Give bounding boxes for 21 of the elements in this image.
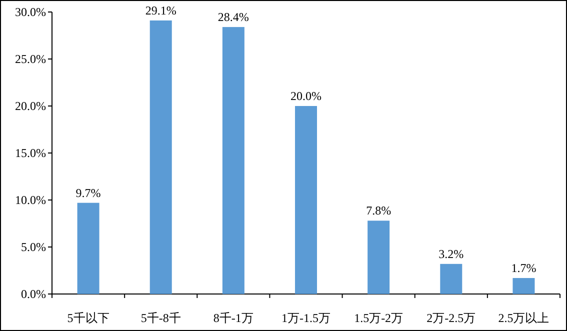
data-label: 20.0% xyxy=(290,89,322,103)
y-tick-label: 20.0% xyxy=(15,99,46,113)
data-label: 7.8% xyxy=(366,204,392,218)
data-label: 9.7% xyxy=(76,186,101,200)
x-tick-label: 5千-8千 xyxy=(140,311,181,325)
x-tick-label: 2.5万以上 xyxy=(498,311,550,325)
x-tick-label: 1.5万-2万 xyxy=(354,311,404,325)
y-tick-label: 5.0% xyxy=(21,240,46,254)
data-label: 29.1% xyxy=(145,3,176,18)
y-tick-label: 15.0% xyxy=(15,146,46,160)
x-tick-label: 1万-1.5万 xyxy=(282,311,330,325)
x-tick-label: 8千-1万 xyxy=(213,311,254,325)
data-label: 1.7% xyxy=(511,261,536,276)
y-tick-label: 30.0% xyxy=(15,5,46,19)
x-tick-label: 5千以下 xyxy=(67,311,110,325)
data-label: 3.2% xyxy=(438,246,464,261)
y-tick-label: 10.0% xyxy=(15,193,46,207)
y-tick-label: 0.0% xyxy=(21,287,46,301)
y-tick-label: 25.0% xyxy=(15,52,46,66)
x-tick-label: 2万-2.5万 xyxy=(426,311,476,325)
data-label: 28.4% xyxy=(218,10,249,24)
